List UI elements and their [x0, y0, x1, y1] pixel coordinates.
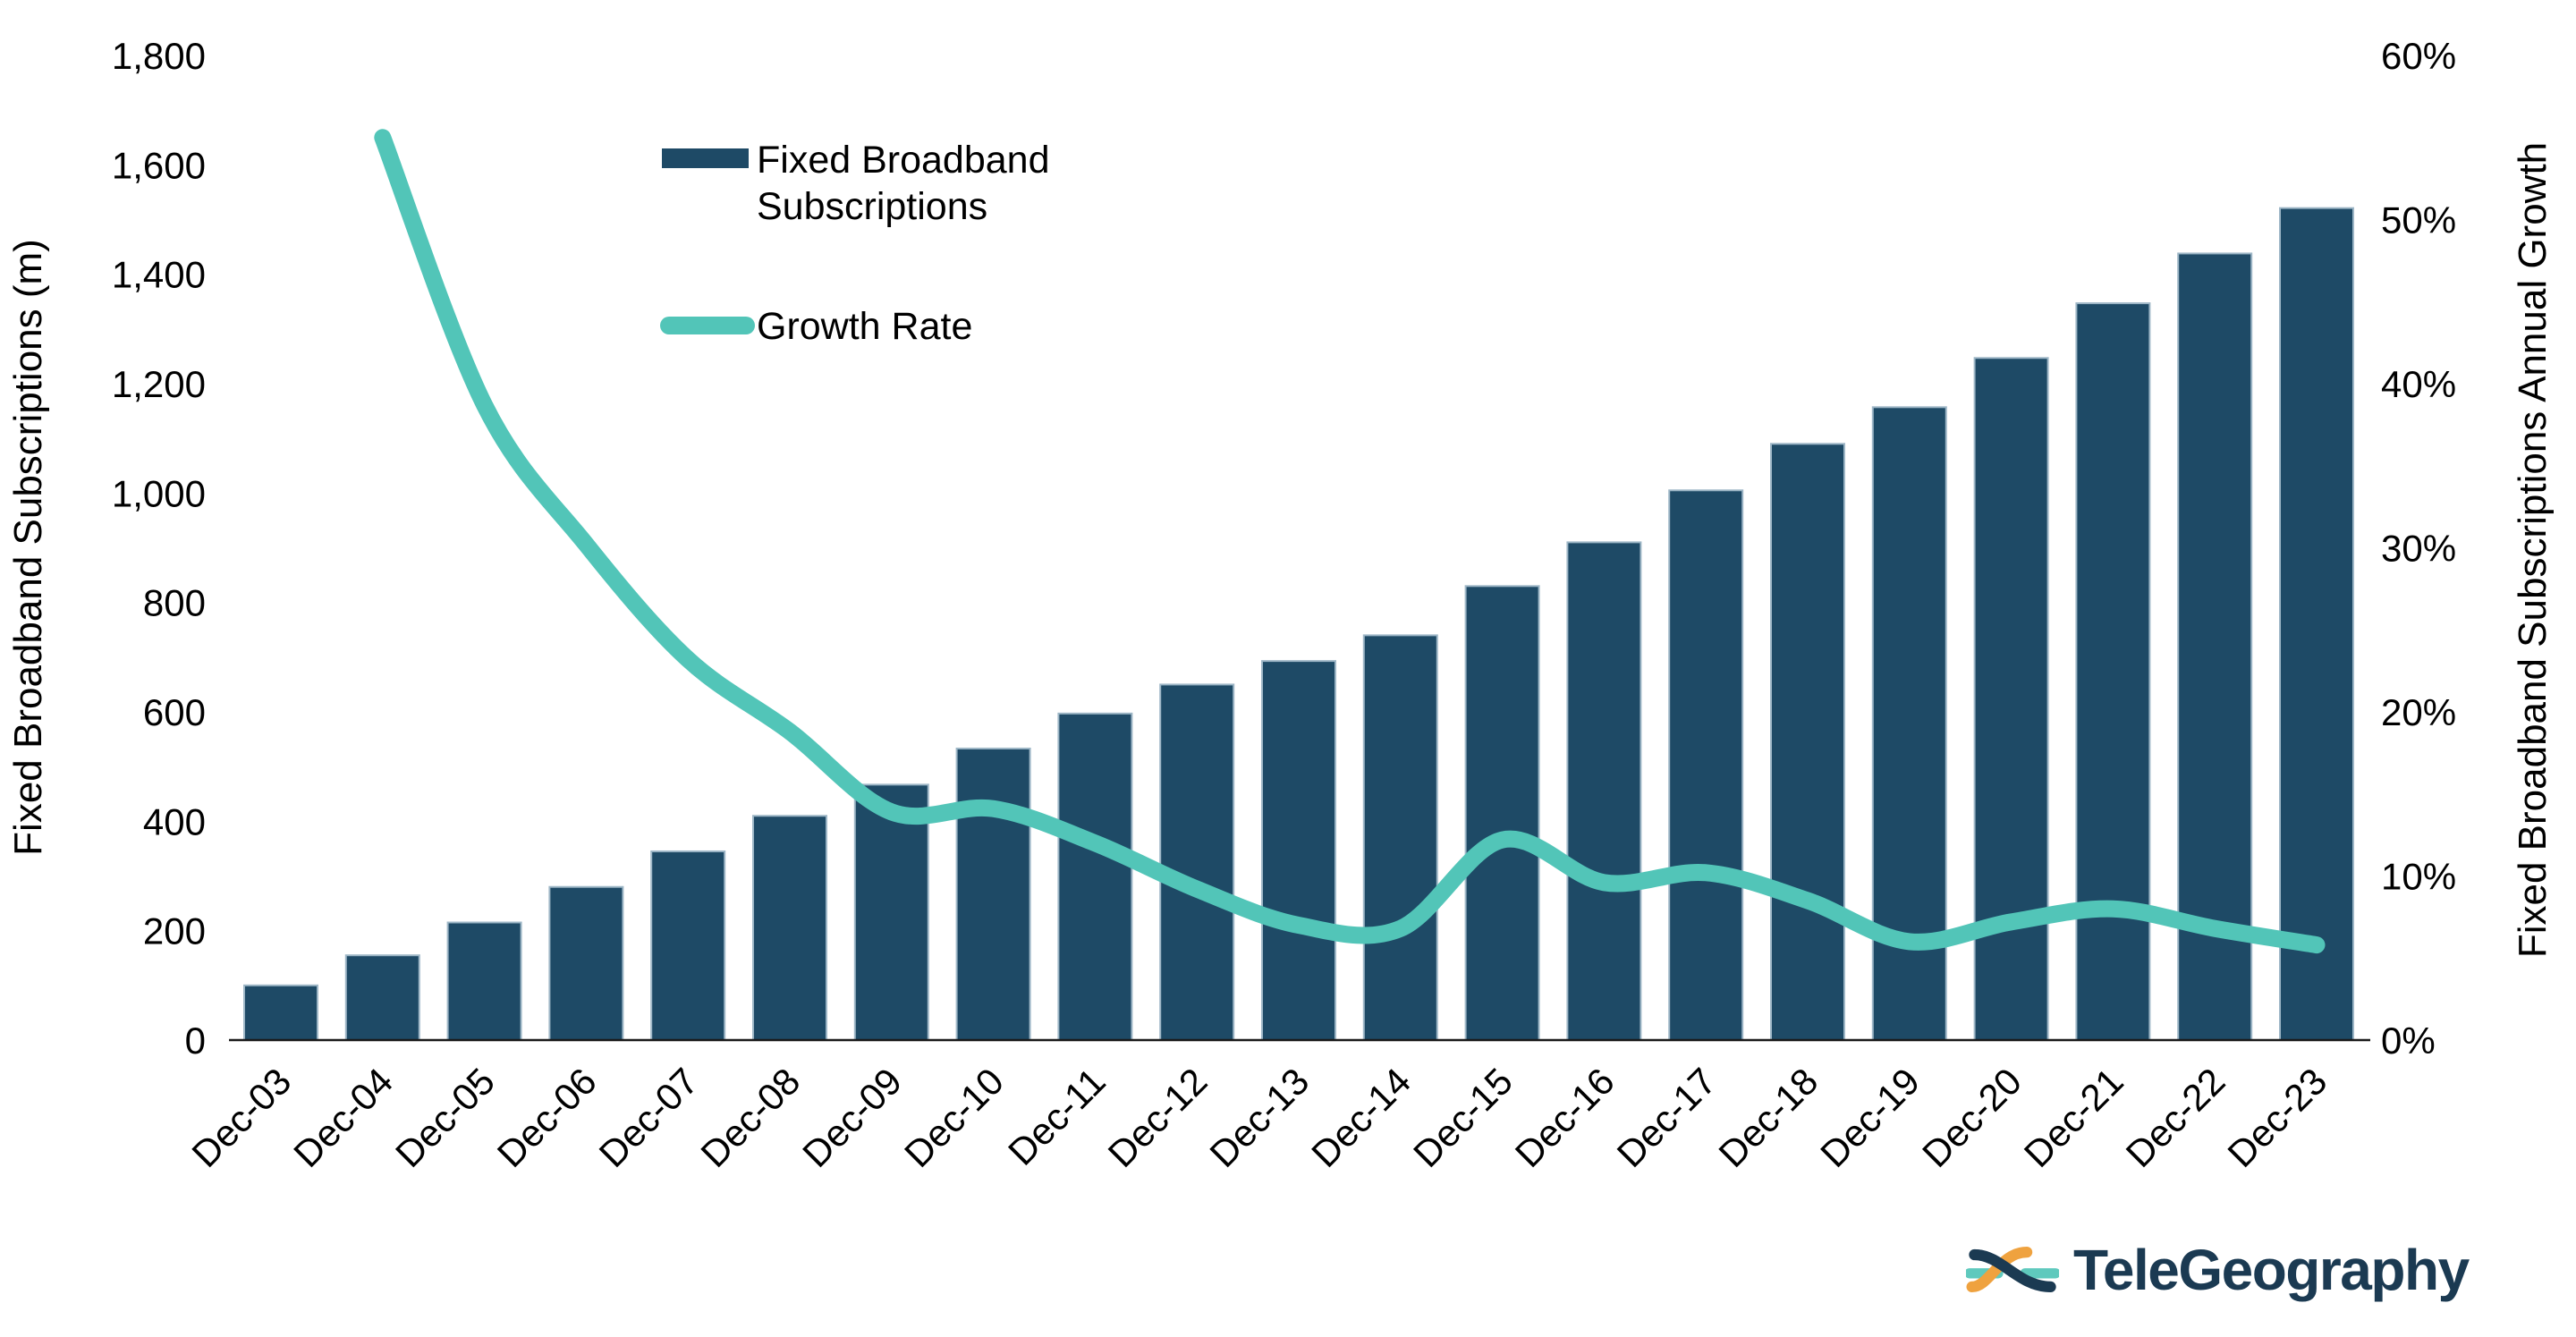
x-axis-label-dec-05: Dec-05	[387, 1060, 503, 1175]
growth-rate-line	[374, 129, 2326, 954]
x-axis-label-dec-12: Dec-12	[1100, 1060, 1216, 1175]
left-axis-tick-800: 800	[143, 582, 206, 624]
left-axis-tick-1400: 1,400	[112, 254, 206, 296]
right-axis-tick-10: 10%	[2381, 856, 2456, 898]
bar-dec-18	[1770, 443, 1845, 1041]
bar-dec-16	[1566, 541, 1642, 1041]
bar-dec-10	[955, 747, 1031, 1042]
legend-bar-label-line-1: Fixed Broadband	[757, 139, 1050, 182]
bar-dec-22	[2177, 252, 2253, 1041]
legend-line-label: Growth Rate	[757, 305, 972, 348]
x-axis-label-dec-19: Dec-19	[1812, 1060, 1928, 1175]
bar-dec-23	[2279, 207, 2354, 1041]
bar-dec-04	[344, 954, 420, 1041]
x-axis-label-dec-15: Dec-15	[1405, 1060, 1521, 1175]
x-axis-label-dec-10: Dec-10	[896, 1060, 1012, 1175]
x-axis-label-dec-14: Dec-14	[1303, 1060, 1419, 1175]
bar-dec-13	[1261, 660, 1336, 1041]
x-axis-label-dec-22: Dec-22	[2118, 1060, 2233, 1175]
bar-dec-20	[1973, 357, 2049, 1042]
x-axis-label-dec-09: Dec-09	[794, 1060, 910, 1175]
x-axis-label-dec-13: Dec-13	[1201, 1060, 1317, 1175]
left-axis-tick-1600: 1,600	[112, 144, 206, 186]
right-axis-tick-40: 40%	[2381, 363, 2456, 405]
bar-dec-03	[243, 984, 318, 1042]
x-axis-label-dec-23: Dec-23	[2219, 1060, 2334, 1175]
left-axis-title: Fixed Broadband Subscriptions (m)	[6, 239, 50, 856]
bar-dec-08	[752, 815, 827, 1042]
x-axis-label-dec-04: Dec-04	[285, 1060, 401, 1175]
right-axis-tick-30: 30%	[2381, 528, 2456, 570]
x-axis-label-dec-21: Dec-21	[2016, 1060, 2131, 1175]
legend-bar-label-line-2: Subscriptions	[757, 185, 987, 228]
left-axis-tick-400: 400	[143, 800, 206, 842]
logo-navy-curve	[1969, 1248, 2056, 1293]
bar-dec-09	[853, 783, 929, 1042]
left-axis-tick-600: 600	[143, 691, 206, 733]
telegeography-logo: TeleGeography	[1966, 1238, 2470, 1302]
logo-orange-curve	[1966, 1247, 2033, 1293]
right-axis-tick-50: 50%	[2381, 199, 2456, 241]
telegeography-logo-icon	[1966, 1247, 2059, 1293]
bar-dec-07	[650, 850, 726, 1041]
x-axis-label-dec-07: Dec-07	[591, 1060, 707, 1175]
legend-bar-swatch	[662, 148, 749, 168]
left-axis-tick-200: 200	[143, 910, 206, 952]
left-axis-tick-1000: 1,000	[112, 472, 206, 514]
right-axis-tick-60: 60%	[2381, 35, 2456, 77]
x-axis-label-dec-11: Dec-11	[1000, 1060, 1114, 1173]
bar-dec-14	[1362, 634, 1438, 1041]
bar-dec-11	[1057, 712, 1133, 1042]
x-axis-label-dec-20: Dec-20	[1914, 1060, 2029, 1175]
bar-dec-17	[1668, 489, 1744, 1041]
right-axis-tick-20: 20%	[2381, 691, 2456, 733]
x-axis-label-dec-03: Dec-03	[183, 1060, 299, 1175]
x-axis-label-dec-17: Dec-17	[1609, 1060, 1724, 1175]
bar-dec-12	[1159, 683, 1235, 1042]
telegeography-logo-text: TeleGeography	[2073, 1238, 2470, 1302]
right-axis-title: Fixed Broadband Subscriptions Annual Gro…	[2511, 142, 2555, 958]
x-axis-label-dec-06: Dec-06	[489, 1060, 605, 1175]
bar-dec-15	[1464, 585, 1540, 1041]
left-axis-tick-0: 0	[185, 1020, 206, 1062]
x-axis-label-dec-18: Dec-18	[1710, 1060, 1826, 1175]
right-axis-tick-0: 0%	[2381, 1020, 2436, 1062]
left-axis-tick-1800: 1,800	[112, 35, 206, 77]
x-axis-label-dec-08: Dec-08	[692, 1060, 808, 1175]
plot-area: 0 200 400 600 800 1,000 1,200 1,400 1,600 1,800 0%…	[112, 35, 2456, 1175]
bar-dec-05	[446, 921, 522, 1042]
bar-dec-06	[548, 885, 624, 1041]
x-axis-label-dec-16: Dec-16	[1507, 1060, 1623, 1175]
bar-dec-21	[2075, 302, 2151, 1041]
left-axis-tick-1200: 1,200	[112, 363, 206, 405]
